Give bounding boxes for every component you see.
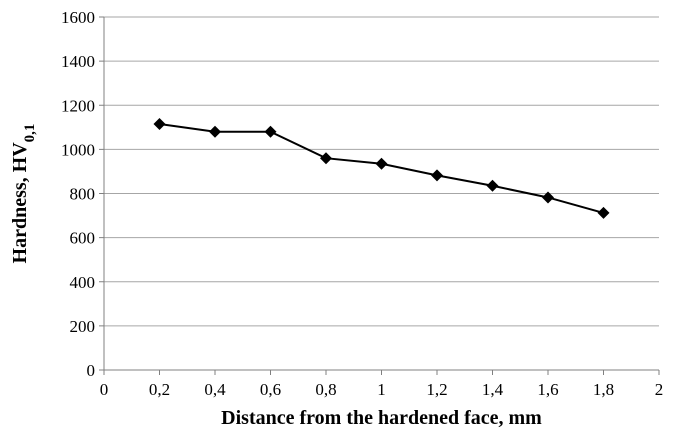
- x-tick-label-8: 1,6: [537, 380, 558, 399]
- x-tick-label-0: 0: [100, 380, 109, 399]
- y-tick-label-0: 0: [87, 361, 96, 380]
- x-axis-title: Distance from the hardened face, mm: [221, 407, 542, 429]
- data-point-5: [431, 169, 443, 182]
- data-point-0: [153, 118, 166, 131]
- x-tick-label-1: 0,2: [149, 380, 170, 399]
- y-tick-label-6: 1200: [61, 96, 95, 115]
- x-tick-label-2: 0,4: [204, 380, 226, 399]
- x-tick-label-3: 0,6: [260, 380, 281, 399]
- y-axis-title-main: Hardness, HV: [9, 142, 31, 264]
- y-tick-label-1: 200: [70, 317, 96, 336]
- y-tick-label-3: 600: [70, 229, 96, 248]
- x-tick-label-9: 1,8: [593, 380, 614, 399]
- data-point-8: [597, 206, 610, 219]
- x-tick-label-10: 2: [655, 380, 664, 399]
- axes: [99, 16, 660, 375]
- data-point-7: [542, 191, 554, 204]
- y-tick-label-2: 400: [70, 273, 96, 292]
- y-axis-title: Hardness, HV0,1: [9, 124, 38, 264]
- y-tick-label-4: 800: [70, 185, 96, 204]
- y-tick-label-5: 1000: [61, 140, 95, 159]
- tick-labels: 0 200 400 600 800 1000 1200 1400 1600 0 0,2 0,4 0,6 0…: [61, 8, 663, 399]
- x-tick-label-4: 0,8: [315, 380, 336, 399]
- data-point-4: [375, 157, 388, 170]
- y-tick-label-7: 1400: [61, 52, 95, 71]
- data-point-2: [264, 125, 277, 138]
- data-point-3: [320, 152, 332, 165]
- y-tick-label-8: 1600: [61, 8, 95, 27]
- gridlines: [104, 16, 659, 327]
- y-axis-title-subscript: 0,1: [22, 124, 38, 143]
- x-tick-label-6: 1,2: [426, 380, 447, 399]
- data-series: [153, 118, 610, 219]
- data-point-6: [486, 179, 499, 192]
- data-point-1: [209, 125, 221, 138]
- x-tick-label-5: 1: [377, 380, 386, 399]
- x-tick-label-7: 1,4: [482, 380, 504, 399]
